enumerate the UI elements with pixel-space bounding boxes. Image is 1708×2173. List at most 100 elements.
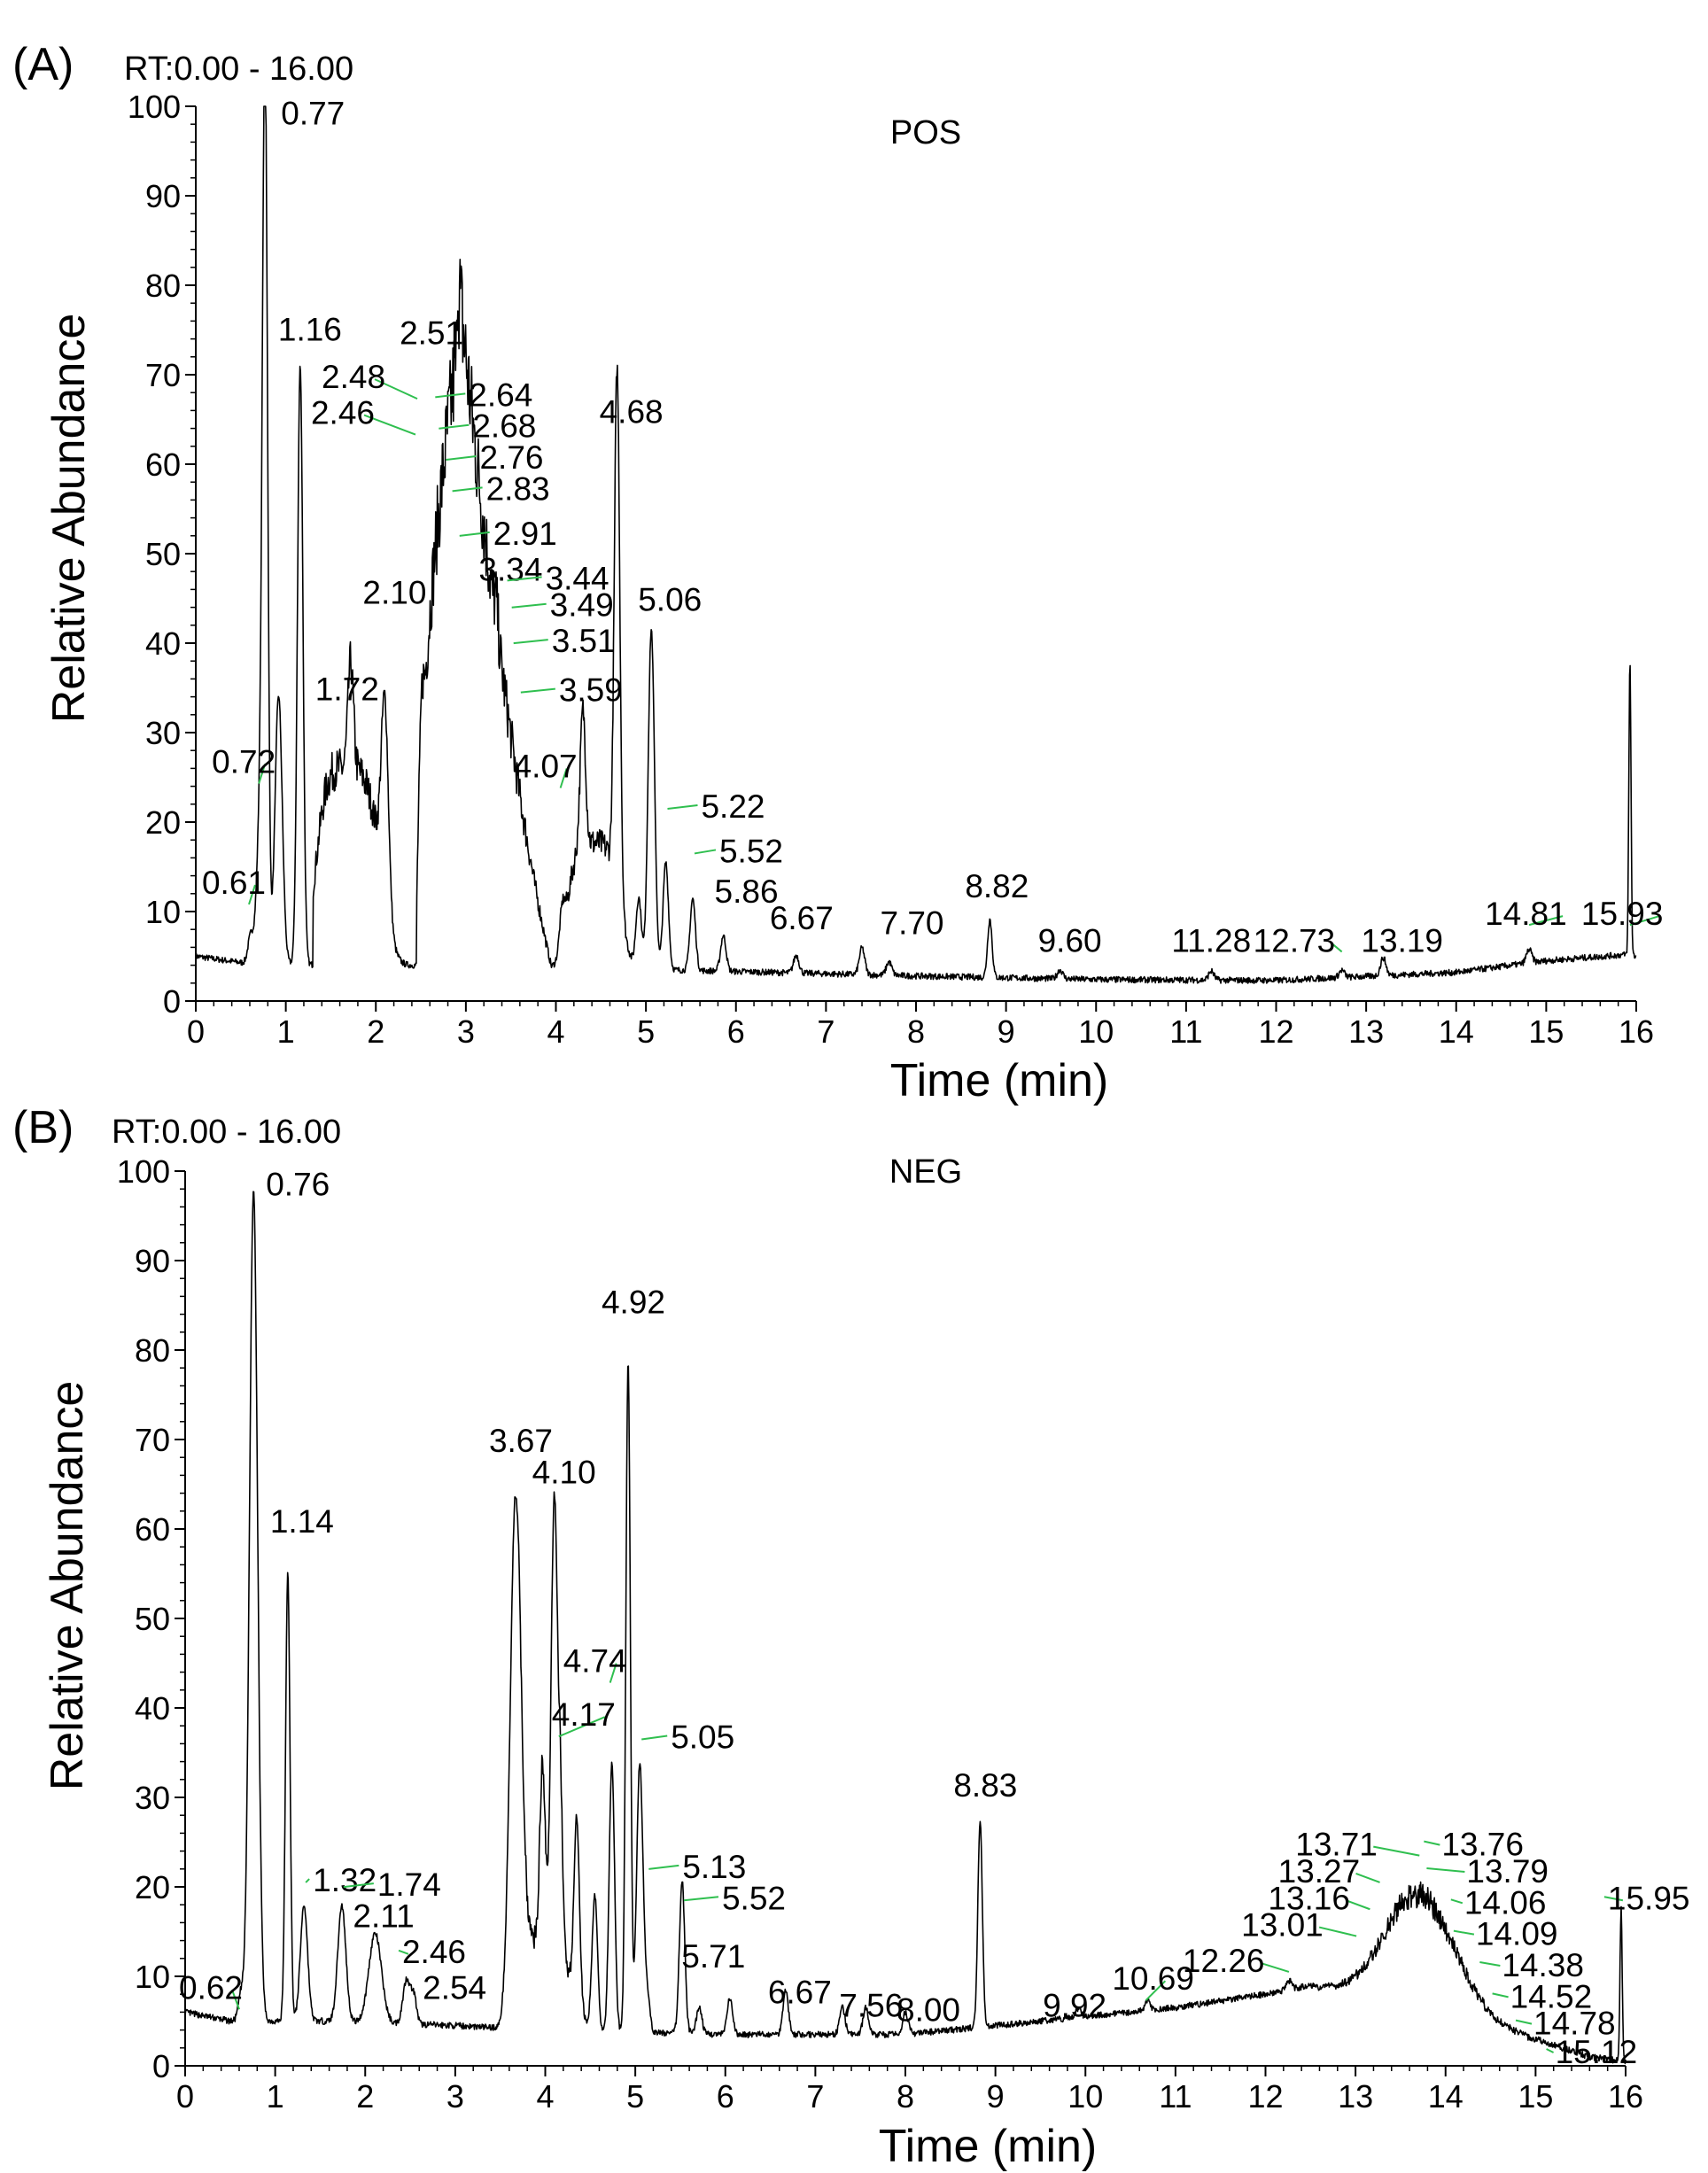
peak-label-leader <box>1145 1980 1167 2001</box>
peak-label: 4.68 <box>600 394 664 431</box>
y-tick-label: 20 <box>145 804 181 841</box>
peak-label: 12.73 <box>1254 922 1336 958</box>
y-tick-label: 50 <box>135 1601 170 1637</box>
peak-label-leader <box>1515 2019 1533 2025</box>
peak-label: 13.16 <box>1268 1880 1350 1916</box>
y-tick-label: 80 <box>145 268 181 304</box>
y-tick-label: 70 <box>145 357 181 393</box>
peak-label-leader <box>1450 1898 1463 1905</box>
peak-label: 8.82 <box>965 868 1029 904</box>
x-tick-label: 10 <box>1068 2078 1103 2115</box>
x-tick-label: 8 <box>897 2078 914 2115</box>
peak-label: 4.07 <box>514 749 578 785</box>
peak-label: 0.61 <box>202 865 266 901</box>
y-axis-label: Relative Abundance <box>42 1381 93 1791</box>
y-tick-label: 0 <box>152 2048 170 2084</box>
y-tick-label: 30 <box>135 1780 170 1816</box>
x-tick-label: 1 <box>277 1013 295 1050</box>
peak-label: 4.92 <box>602 1284 665 1321</box>
peak-label: 2.76 <box>479 439 543 476</box>
peak-label: 10.69 <box>1112 1960 1194 1997</box>
y-tick-label: 100 <box>117 1153 170 1190</box>
x-tick-label: 3 <box>446 2078 464 2115</box>
peak-label-leader <box>1331 942 1343 953</box>
x-tick-label: 13 <box>1348 1013 1384 1050</box>
x-tick-label: 7 <box>806 2078 824 2115</box>
x-tick-label: 4 <box>547 1013 564 1050</box>
y-axis-label: Relative Abundance <box>43 314 95 724</box>
peak-label: 5.22 <box>701 788 765 825</box>
peak-label-leader <box>1355 1873 1380 1883</box>
peak-label: 6.67 <box>770 900 834 936</box>
x-tick-label: 11 <box>1159 2078 1192 2115</box>
x-tick-label: 13 <box>1338 2078 1373 2115</box>
peak-label-leader <box>609 1663 617 1683</box>
peak-label: 1.74 <box>377 1866 441 1903</box>
peak-label-leader <box>520 687 555 694</box>
peak-label: 5.86 <box>715 873 779 910</box>
peak-label: 6.67 <box>768 1974 832 2010</box>
peak-label: 11.28 <box>1171 922 1251 958</box>
peak-label: 0.62 <box>179 1969 243 2006</box>
peak-label-leader <box>507 576 542 582</box>
y-tick-label: 10 <box>135 1959 170 1995</box>
peak-label-leader <box>439 423 470 430</box>
peak-label: 14.38 <box>1502 1947 1584 1983</box>
x-tick-label: 2 <box>356 2078 374 2115</box>
y-tick-label: 90 <box>145 178 181 214</box>
peak-label: 2.64 <box>469 376 532 413</box>
peak-label: 2.83 <box>486 470 550 507</box>
rt-range-label: RT:0.00 - 16.00 <box>112 1114 341 1151</box>
peak-label-leader <box>511 602 547 609</box>
peak-label: 2.91 <box>493 516 557 552</box>
peak-label: 1.14 <box>270 1503 334 1540</box>
x-tick-label: 15 <box>1528 1013 1564 1050</box>
peak-label: 5.71 <box>681 1938 745 1975</box>
peak-label: 3.49 <box>550 587 614 624</box>
peak-label-leader <box>667 803 698 810</box>
peak-label-leader <box>1453 1929 1475 1936</box>
peak-label: 2.51 <box>400 315 463 352</box>
peak-label-leader <box>1424 1840 1440 1846</box>
peak-label: 3.44 <box>546 560 609 596</box>
peak-label-leader <box>1528 915 1564 927</box>
x-tick-label: 8 <box>907 1013 925 1050</box>
peak-label: 15.93 <box>1581 896 1664 932</box>
peak-label: 2.48 <box>322 359 385 395</box>
x-tick-label: 14 <box>1428 2078 1463 2115</box>
peak-label: 2.68 <box>472 408 536 445</box>
peak-label: 7.70 <box>881 904 944 941</box>
x-tick-label: 2 <box>367 1013 384 1050</box>
x-tick-label: 3 <box>457 1013 475 1050</box>
x-tick-label: 11 <box>1169 1013 1202 1050</box>
peak-label-leader <box>648 1864 679 1870</box>
peak-label: 5.13 <box>682 1849 746 1885</box>
peak-label: 3.34 <box>478 551 542 587</box>
peak-label-leader <box>1346 1899 1370 1911</box>
peak-label-leader <box>305 1878 310 1883</box>
x-tick-label: 16 <box>1619 1013 1654 1050</box>
peak-label: 3.67 <box>489 1423 553 1459</box>
y-tick-label: 70 <box>135 1422 170 1458</box>
x-tick-label: 6 <box>717 2078 734 2115</box>
x-tick-label: 9 <box>987 2078 1005 2115</box>
peak-label-leader <box>694 849 717 855</box>
y-tick-label: 40 <box>145 625 181 662</box>
peak-label: 4.10 <box>532 1455 596 1491</box>
chromatogram-trace <box>195 105 1637 984</box>
y-tick-label: 0 <box>163 983 181 1020</box>
peak-label: 0.72 <box>212 744 276 780</box>
x-tick-label: 0 <box>176 2078 194 2115</box>
peak-label: 13.71 <box>1295 1827 1378 1863</box>
peak-label-leader <box>1629 915 1660 927</box>
y-tick-label: 60 <box>145 446 181 483</box>
peak-label-leader <box>558 1716 606 1738</box>
peak-label: 2.46 <box>311 395 375 431</box>
y-tick-label: 60 <box>135 1511 170 1548</box>
peak-label: 14.09 <box>1476 1916 1558 1952</box>
peak-label-leader <box>1260 1961 1290 1973</box>
x-tick-label: 7 <box>817 1013 835 1050</box>
peak-label: 8.83 <box>953 1767 1017 1804</box>
